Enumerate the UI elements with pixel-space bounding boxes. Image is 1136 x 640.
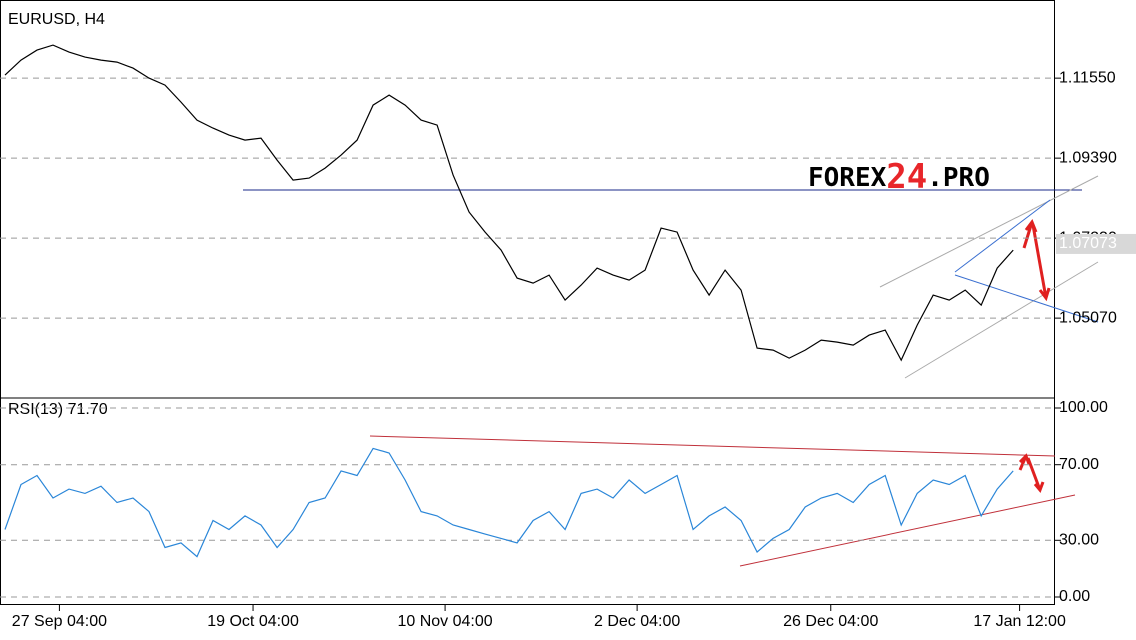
rsi-trend-line xyxy=(369,435,1056,457)
channel-line xyxy=(904,261,1099,379)
annotations xyxy=(243,175,1099,567)
logo: FOREX24.PRO xyxy=(808,157,990,197)
chart-title: EURUSD, H4 xyxy=(8,11,105,28)
x-tick-label: 26 Dec 04:00 xyxy=(783,613,878,630)
y-tick-label: 1.11550 xyxy=(1059,69,1116,86)
last-price-box xyxy=(1056,233,1136,254)
watermark: FOREX24.PRO xyxy=(808,157,990,197)
y-tick-label: 1.05070 xyxy=(1059,309,1117,326)
y-tick-label: 0.00 xyxy=(1059,588,1090,605)
logo-part: FOREX xyxy=(808,163,887,193)
rsi-title: RSI(13) 71.70 xyxy=(8,401,108,418)
series-line xyxy=(4,44,1014,362)
x-tick-label: 2 Dec 04:00 xyxy=(594,613,680,630)
x-tick-label: 19 Oct 04:00 xyxy=(207,613,299,630)
frame xyxy=(0,0,1055,605)
channel-line xyxy=(879,175,1099,288)
rsi-trend-line xyxy=(739,494,1076,567)
x-tick-label: 27 Sep 04:00 xyxy=(12,613,107,630)
y-tick-label: 70.00 xyxy=(1059,456,1099,473)
x-tick-label: 10 Nov 04:00 xyxy=(397,613,492,630)
logo-part: .PRO xyxy=(927,163,990,193)
arrow xyxy=(1018,453,1045,493)
y-tick-label: 100.00 xyxy=(1059,399,1108,416)
y-tick-label: 30.00 xyxy=(1059,532,1099,549)
y-tick-label: 1.09390 xyxy=(1059,149,1117,166)
series-line xyxy=(4,447,1014,558)
x-tick-label: 17 Jan 12:00 xyxy=(973,613,1066,630)
arrow xyxy=(1022,218,1051,302)
trend-line xyxy=(954,199,1051,273)
trend-line xyxy=(954,274,1099,323)
last-price-label: 1.07073 xyxy=(1059,235,1117,252)
